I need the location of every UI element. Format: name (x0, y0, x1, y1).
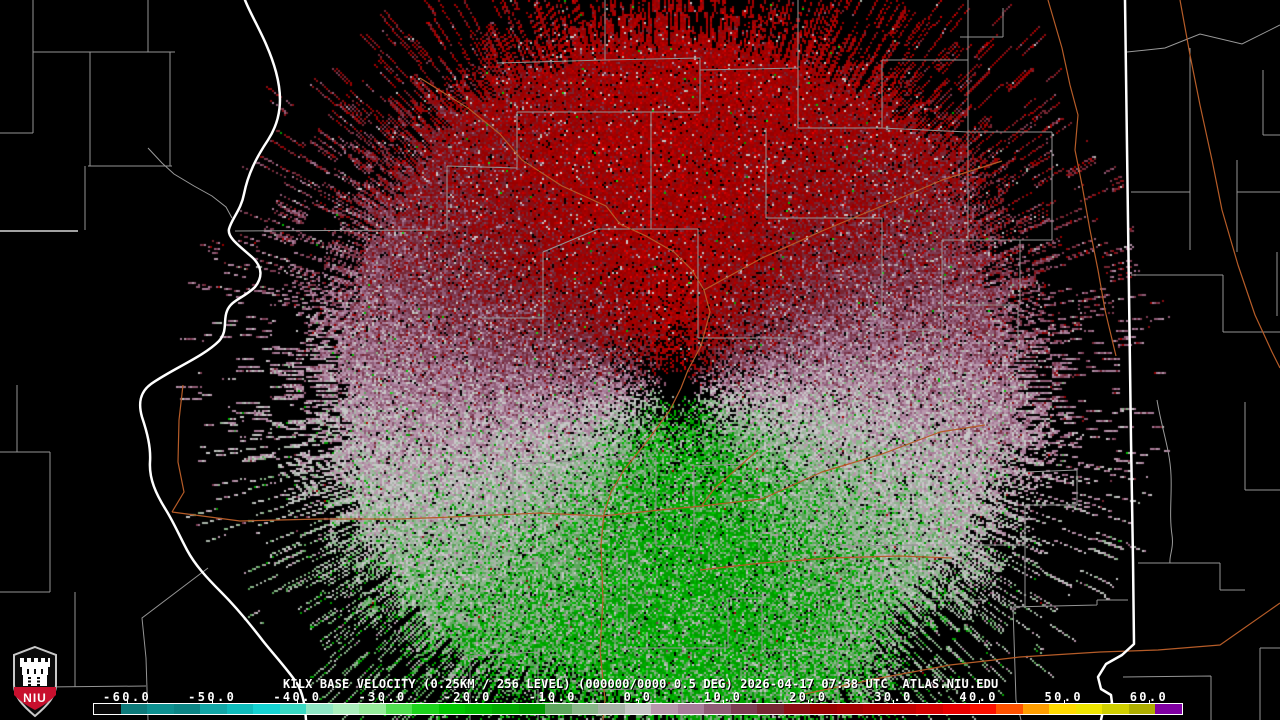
colorbar-segment (226, 704, 254, 714)
colorbar-tick-mark (1063, 700, 1065, 703)
colorbar-segment (757, 704, 784, 714)
colorbar-segment (173, 704, 201, 714)
colorbar-tick-mark (893, 700, 895, 703)
colorbar-tick-label: -10.0 (528, 690, 577, 704)
colorbar-segment (94, 704, 121, 714)
colorbar-tick-label: -60.0 (103, 690, 152, 704)
colorbar-segment (1049, 704, 1076, 714)
niu-castle-icon (20, 658, 50, 686)
colorbar-segment (491, 704, 519, 714)
colorbar-tick-mark (808, 700, 810, 703)
colorbar-tick-label: 50.0 (1044, 690, 1084, 704)
colorbar-segment (359, 704, 386, 714)
colorbar-segment (306, 704, 333, 714)
river-minor (147, 24, 1280, 564)
colorbar-tick-label: 20.0 (789, 690, 828, 704)
colorbar-tick-label: 30.0 (874, 690, 913, 704)
road-indiana-west (1047, 0, 1117, 357)
colorbar-segment (996, 704, 1023, 714)
colorbar-segment (200, 704, 227, 714)
colorbar-tick-label: 40.0 (959, 690, 998, 704)
colorbar-tick-mark (467, 700, 469, 703)
colorbar-segment (916, 704, 943, 714)
road-merge-south (701, 449, 759, 506)
colorbar-segment (465, 704, 492, 714)
niu-logo-text: NIU (23, 691, 47, 705)
county-lines-nw (0, 0, 209, 720)
colorbar-tick-label: 10.0 (703, 690, 743, 704)
colorbar-tick-label: -50.0 (188, 690, 237, 704)
colorbar-tick-mark (127, 700, 129, 703)
colorbar-tick-mark (978, 700, 980, 703)
velocity-colorbar (93, 703, 1183, 715)
road-west-east (171, 424, 986, 522)
county-lines-east (950, 8, 1280, 720)
colorbar-tick-label: -30.0 (358, 690, 407, 704)
road-lines (171, 0, 1280, 720)
state-borders (138, 0, 1136, 720)
colorbar-tick-label: 60.0 (1129, 690, 1169, 704)
river-lines (147, 24, 1280, 564)
road-nw-to-south (419, 77, 711, 720)
colorbar-tick-label: -20.0 (443, 690, 492, 704)
road-southeast-short (699, 555, 953, 571)
colorbar-segment (412, 704, 439, 714)
colorbar-tick-mark (638, 700, 639, 703)
colorbar-segment (889, 704, 917, 714)
colorbar-segment (279, 704, 307, 714)
colorbar-tick-mark (723, 700, 725, 703)
colorbar-segment (385, 704, 413, 714)
county-lines-south (469, 452, 988, 720)
colorbar-segment (1155, 704, 1182, 714)
colorbar-tick-mark (297, 700, 299, 703)
colorbar-segment (677, 704, 705, 714)
mississippi-river-border (138, 0, 308, 720)
road-indiana-east (1179, 0, 1280, 369)
colorbar-segment (1102, 704, 1129, 714)
colorbar-tick-mark (1148, 700, 1150, 703)
colorbar-segment (332, 704, 360, 714)
colorbar-tick-label: -40.0 (273, 690, 322, 704)
colorbar-tick-mark (212, 700, 214, 703)
county-lines-central (480, 112, 1021, 412)
colorbar-segment (704, 704, 731, 714)
niu-red-band (14, 687, 56, 710)
product-status-line: KILX BASE VELOCITY (0.25KM / 256 LEVEL) … (283, 677, 999, 691)
colorbar-tick-label: 0.0 (623, 690, 653, 704)
colorbar-segment (253, 704, 280, 714)
colorbar-segment (1128, 704, 1156, 714)
colorbar-segment (969, 704, 997, 714)
colorbar-segment (1022, 704, 1050, 714)
colorbar-segment (783, 704, 811, 714)
colorbar-segment (836, 704, 864, 714)
colorbar-tick-mark (382, 700, 384, 703)
colorbar-segment (863, 704, 890, 714)
niu-logo: NIU (13, 645, 57, 718)
road-bottom-right (799, 602, 1280, 696)
colorbar-segment (545, 704, 572, 714)
colorbar-segment (438, 704, 466, 714)
road-west-branch (171, 384, 185, 513)
colorbar-segment (1075, 704, 1103, 714)
colorbar-segment (147, 704, 174, 714)
indiana-border (1096, 0, 1136, 720)
colorbar-segment (518, 704, 546, 714)
colorbar-tick-mark (552, 700, 554, 703)
road-northeast (703, 160, 1003, 291)
colorbar-segment (624, 704, 652, 714)
colorbar-segment (730, 704, 758, 714)
colorbar-segment (598, 704, 625, 714)
colorbar-segment (943, 704, 970, 714)
county-lines-north (234, 0, 1053, 241)
colorbar-segment (120, 704, 148, 714)
colorbar-segment (810, 704, 837, 714)
colorbar-segment (651, 704, 678, 714)
colorbar-segment (571, 704, 599, 714)
